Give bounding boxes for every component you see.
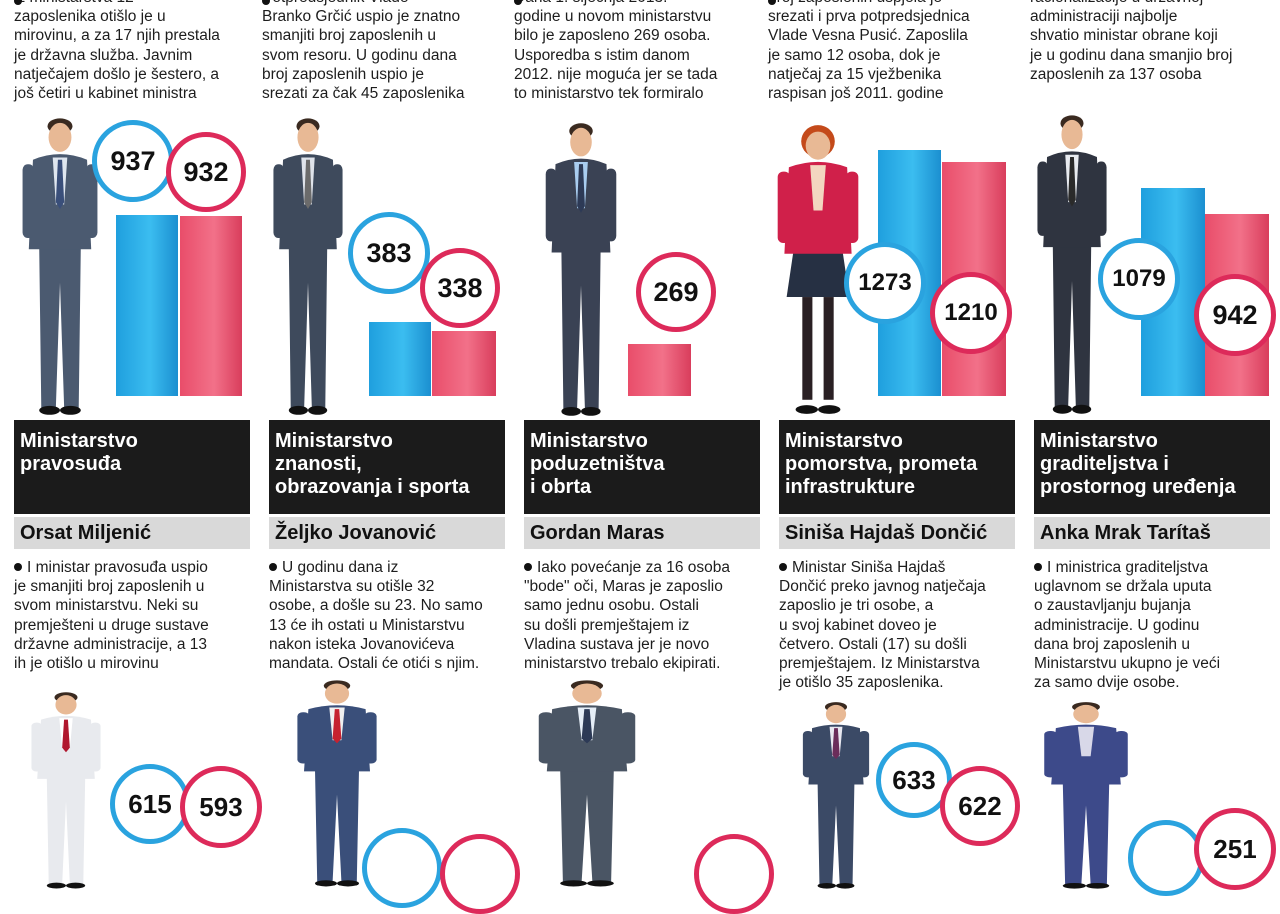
value-label-top-5-blue: 1079 xyxy=(1098,238,1180,320)
bullet-icon xyxy=(269,563,277,571)
bullet-icon xyxy=(514,0,522,5)
value-label-bottom-4-red: 622 xyxy=(940,766,1020,846)
minister-name-4: Siniša Hajdaš Dončić xyxy=(779,517,1015,549)
ministry-title-2: Ministarstvo znanosti, obrazovanja i spo… xyxy=(269,420,505,514)
bar-top-2-blue xyxy=(369,322,431,396)
value-label-bottom-1-red: 593 xyxy=(180,766,262,848)
value-label-top-1-blue: 937 xyxy=(92,120,174,202)
value-label-top-2-blue: 383 xyxy=(348,212,430,294)
value-label-top-3-red: 269 xyxy=(636,252,716,332)
value-label-bottom-5-blue xyxy=(1128,820,1204,896)
infographic: iz ministarstva 12 zaposlenika otišlo je… xyxy=(8,0,1276,914)
ministry-description-3: Iako povećanje za 16 osoba "bode" oči, M… xyxy=(524,558,764,673)
bullet-icon xyxy=(768,0,776,5)
minister-name-2: Željko Jovanović xyxy=(269,517,505,549)
ministry-description-2: U godinu dana iz Ministarstva su otišle … xyxy=(269,558,509,673)
ministry-description-4: Ministar Siniša Hajdaš Dončić preko javn… xyxy=(779,558,1019,692)
top-text-1: iz ministarstva 12 zaposlenika otišlo je… xyxy=(14,0,220,103)
bullet-icon xyxy=(1034,563,1042,571)
ministry-description-text: U godinu dana iz Ministarstva su otišle … xyxy=(269,559,483,673)
bullet-icon xyxy=(14,0,22,5)
value-label-top-4-blue: 1273 xyxy=(844,242,926,324)
minister-photo-icon xyxy=(762,124,874,416)
value-label-top-5-red: 942 xyxy=(1194,274,1276,356)
minister-name-3: Gordan Maras xyxy=(524,517,760,549)
ministry-description-text: Ministar Siniša Hajdaš Dončić preko javn… xyxy=(779,559,986,692)
minister-photo-icon xyxy=(532,120,630,418)
value-label-bottom-1-blue: 615 xyxy=(110,764,190,844)
top-text-2: Potpredsjednik Vlade Branko Grčić uspio … xyxy=(262,0,465,103)
minister-photo-icon xyxy=(8,115,112,417)
bullet-icon xyxy=(262,0,270,5)
minister-photo-icon xyxy=(260,115,356,417)
value-label-bottom-2-red xyxy=(440,834,520,914)
value-label-bottom-4-blue: 633 xyxy=(876,742,952,818)
bullet-icon xyxy=(524,563,532,571)
top-text-3: Dana 1. siječnja 2013. godine u novom mi… xyxy=(514,0,718,103)
ministry-title-4: Ministarstvo pomorstva, prometa infrastr… xyxy=(779,420,1015,514)
bullet-icon xyxy=(14,563,22,571)
ministry-description-5: I ministrica graditeljstva uglavnom se d… xyxy=(1034,558,1274,692)
ministry-description-text: I ministrica graditeljstva uglavnom se d… xyxy=(1034,559,1221,692)
minister-name-5: Anka Mrak Tarítaš xyxy=(1034,517,1270,549)
minister-photo-icon xyxy=(1024,112,1120,416)
ministry-description-text: Iako povećanje za 16 osoba "bode" oči, M… xyxy=(524,559,731,673)
top-text-4: broj zaposlenih uspjela je srezati i prv… xyxy=(768,0,970,103)
bar-top-1-red xyxy=(180,216,242,396)
minister-photo-icon xyxy=(1028,700,1144,890)
ministry-title-5: Ministarstvo graditeljstva i prostornog … xyxy=(1034,420,1270,514)
minister-name-1: Orsat Miljenić xyxy=(14,517,250,549)
value-label-bottom-3-red xyxy=(694,834,774,914)
value-label-bottom-5-red: 251 xyxy=(1194,808,1276,890)
ministry-description-1: I ministar pravosuđa uspio je smanjiti b… xyxy=(14,558,254,673)
bullet-icon xyxy=(779,563,787,571)
value-label-top-1-red: 932 xyxy=(166,132,246,212)
value-label-bottom-2-blue xyxy=(362,828,442,908)
bar-top-3-red xyxy=(628,344,691,396)
minister-photo-icon xyxy=(18,690,114,890)
ministry-title-1: Ministarstvo pravosuđa xyxy=(14,420,250,514)
minister-photo-icon xyxy=(790,700,882,890)
top-text-5: racionalizacije u državnoj administracij… xyxy=(1030,0,1233,83)
ministry-title-3: Ministarstvo poduzetništva i obrta xyxy=(524,420,760,514)
bar-top-1-blue xyxy=(116,215,178,396)
bar-top-2-red xyxy=(432,330,496,396)
value-label-top-4-red: 1210 xyxy=(930,272,1012,354)
minister-photo-icon xyxy=(520,678,654,888)
ministry-description-text: I ministar pravosuđa uspio je smanjiti b… xyxy=(14,559,209,673)
value-label-top-2-red: 338 xyxy=(420,248,500,328)
